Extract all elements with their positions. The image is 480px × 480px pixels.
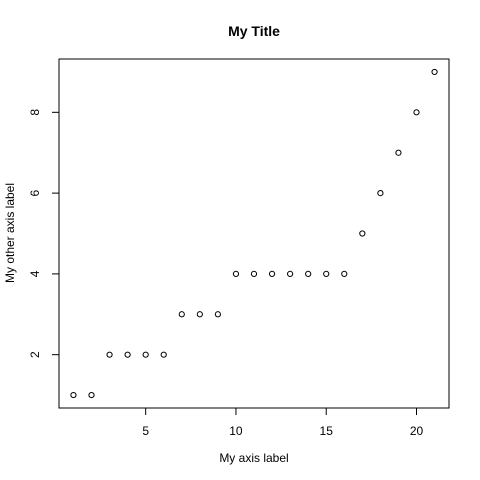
x-tick-label: 20 (410, 424, 424, 438)
data-point (287, 270, 294, 277)
y-tick-label: 4 (28, 270, 42, 277)
y-tick-label: 8 (28, 109, 42, 116)
data-point (88, 391, 95, 399)
data-point (268, 270, 276, 277)
data-point (305, 270, 312, 277)
y-tick-label: 6 (28, 189, 42, 196)
data-point (106, 351, 113, 358)
data-point (142, 351, 149, 358)
x-tick-label: 5 (142, 424, 149, 438)
data-point (250, 270, 258, 277)
x-tick-label: 15 (320, 424, 334, 438)
y-tick-label: 2 (28, 351, 42, 358)
data-point (178, 311, 185, 318)
data-point (323, 270, 330, 277)
x-axis-label: My axis label (219, 451, 288, 465)
data-point (70, 391, 77, 399)
x-axis: 5 10 15 20 (142, 408, 423, 438)
data-point (214, 311, 221, 318)
data-point (395, 149, 402, 156)
y-axis: 2 4 6 8 (28, 109, 59, 358)
data-point (232, 270, 240, 277)
data-point (413, 109, 420, 116)
data-point (359, 230, 366, 237)
plot-frame (58, 58, 450, 409)
data-points (70, 68, 438, 399)
data-point (431, 68, 438, 76)
data-point (160, 351, 167, 358)
data-point (341, 270, 348, 277)
data-point (196, 311, 203, 318)
chart-title: My Title (228, 23, 280, 39)
data-point (377, 190, 384, 197)
y-axis-label: My other axis label (3, 183, 17, 283)
x-tick-label: 10 (229, 424, 243, 438)
data-point (124, 351, 131, 358)
